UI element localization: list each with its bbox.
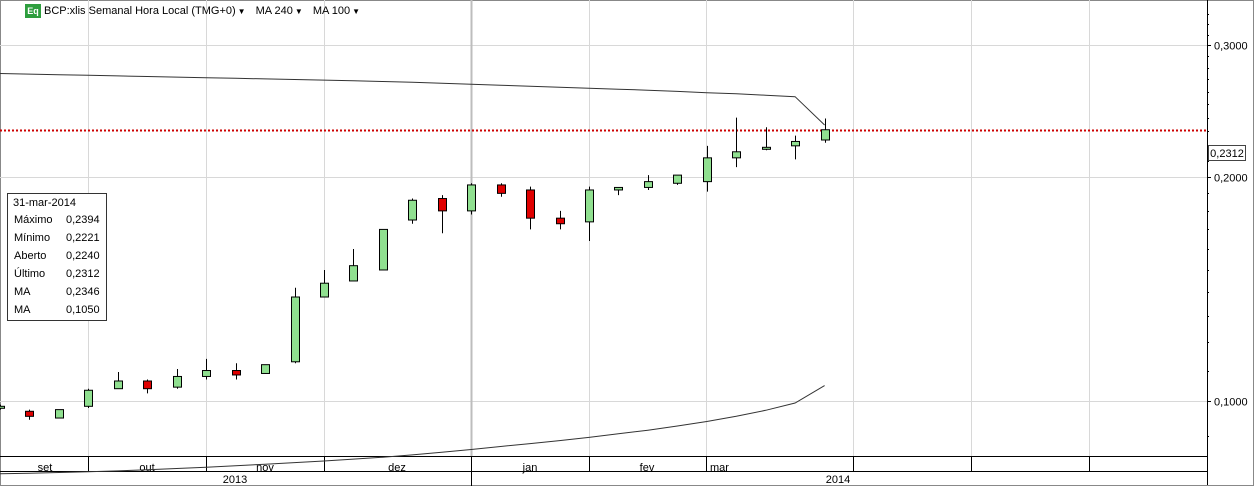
- candle-body: [320, 282, 329, 298]
- candle-body: [732, 151, 741, 159]
- candle-body: [644, 181, 653, 188]
- year-label: 2014: [826, 474, 850, 486]
- ohlc-value: 0,2240: [66, 250, 100, 262]
- candle-body: [467, 184, 476, 212]
- chart-header: Eq BCP:xlis Semanal Hora Local (TMG+0) ▼ …: [25, 4, 370, 18]
- symbol-label: BCP:xlis Semanal Hora Local (TMG+0): [44, 5, 236, 17]
- candle-body: [556, 217, 565, 225]
- month-label: nov: [256, 462, 274, 474]
- y-tick-label: 0,3000: [1214, 41, 1248, 53]
- ohlc-row-low: Mínimo 0,2221: [8, 232, 106, 250]
- candle-body: [762, 146, 771, 150]
- candle-body: [55, 409, 64, 419]
- candle-body: [143, 380, 152, 390]
- ohlc-info-box: 31-mar-2014 Máximo 0,2394 Mínimo 0,2221 Ab…: [7, 193, 107, 321]
- candle-body: [84, 389, 93, 407]
- ohlc-label: MA: [14, 304, 31, 316]
- ma240-label: MA 240: [255, 5, 293, 17]
- candle-body: [349, 265, 358, 282]
- last-price-tag: 0,2312: [1208, 145, 1246, 161]
- candle-body: [202, 370, 211, 377]
- symbol-dropdown[interactable]: BCP:xlis Semanal Hora Local (TMG+0) ▼: [44, 5, 246, 17]
- candle-body: [232, 370, 241, 376]
- candle-body: [408, 199, 417, 221]
- month-label: set: [38, 462, 53, 474]
- ohlc-label: MA: [14, 286, 31, 298]
- candle-body: [25, 410, 34, 417]
- year-label: 2013: [223, 474, 247, 486]
- chevron-down-icon: ▼: [352, 7, 361, 16]
- ohlc-value: 0,2346: [66, 286, 100, 298]
- month-label: jan: [522, 462, 538, 474]
- candle-body: [173, 375, 182, 388]
- ohlc-row-high: Máximo 0,2394: [8, 214, 106, 232]
- ma100-dropdown[interactable]: MA 100 ▼: [313, 5, 360, 17]
- y-tick-label: 0,1000: [1214, 397, 1248, 409]
- candle-body: [379, 228, 388, 271]
- candle-body: [261, 364, 270, 374]
- month-label: mar: [710, 462, 729, 474]
- candle-body: [673, 174, 682, 184]
- chevron-down-icon: ▼: [237, 7, 246, 16]
- ohlc-row-last: Último 0,2312: [8, 268, 106, 286]
- month-label: out: [139, 462, 154, 474]
- ohlc-label: Último: [14, 268, 46, 280]
- y-tick-label: 0,2000: [1214, 173, 1248, 185]
- candle-body: [0, 405, 5, 409]
- ohlc-value: 0,2394: [66, 214, 100, 226]
- month-label: fev: [640, 462, 655, 474]
- ohlc-value: 0,1050: [66, 304, 100, 316]
- ohlc-label: Mínimo: [14, 232, 51, 244]
- candle-body: [821, 129, 830, 141]
- equity-badge: Eq: [25, 4, 41, 18]
- ohlc-label: Aberto: [14, 250, 47, 262]
- candle-body: [114, 380, 123, 390]
- chevron-down-icon: ▼: [294, 7, 303, 16]
- candle-body: [585, 189, 594, 223]
- ohlc-row-ma100: MA 0,1050: [8, 304, 106, 322]
- ma100-label: MA 100: [312, 5, 351, 17]
- candle-body: [614, 186, 623, 191]
- candle-body: [497, 184, 506, 194]
- month-label: dez: [388, 462, 406, 474]
- candle-body: [526, 189, 535, 219]
- candle-body: [791, 140, 800, 147]
- ohlc-row-ma240: MA 0,2346: [8, 286, 106, 304]
- candle-body: [438, 198, 447, 212]
- ma100-line: [0, 385, 825, 475]
- ohlc-value: 0,2221: [66, 232, 100, 244]
- ohlc-date: 31-mar-2014: [13, 197, 76, 209]
- candle-body: [291, 296, 300, 363]
- candle-body: [703, 157, 712, 183]
- ohlc-row-open: Aberto 0,2240: [8, 250, 106, 268]
- ohlc-value: 0,2312: [66, 268, 100, 280]
- ma240-dropdown[interactable]: MA 240 ▼: [256, 5, 303, 17]
- ohlc-label: Máximo: [14, 214, 53, 226]
- ma240-line: [0, 73, 825, 126]
